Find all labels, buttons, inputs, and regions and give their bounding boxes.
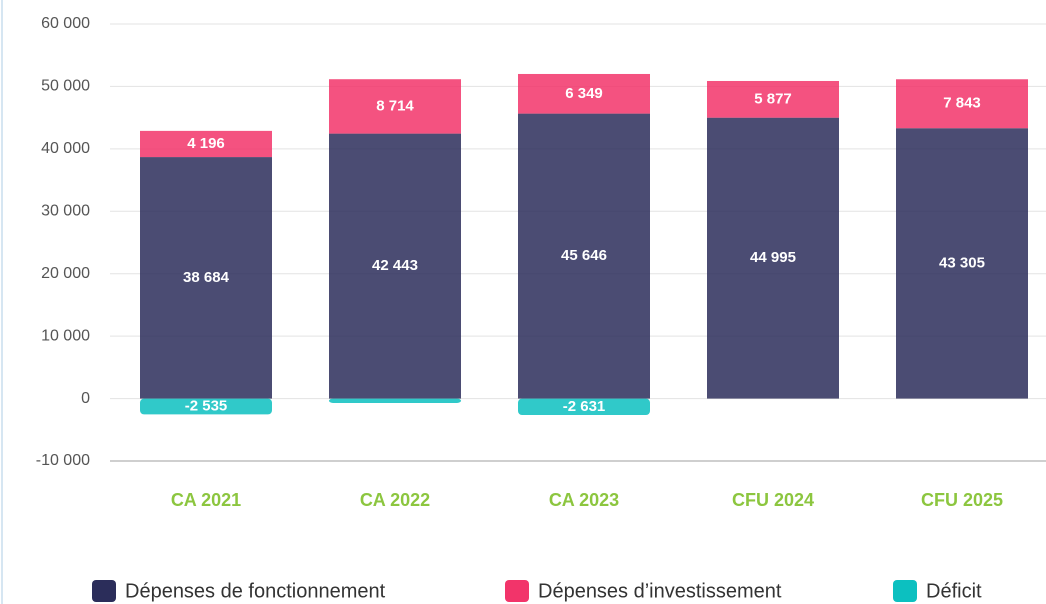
bar-segment xyxy=(140,157,272,399)
legend-swatch xyxy=(92,580,116,602)
legend-swatch xyxy=(505,580,529,602)
data-label: 5 877 xyxy=(754,90,792,107)
bar-segment xyxy=(329,79,461,134)
y-tick-label: 0 xyxy=(81,390,90,407)
y-tick-label: 60 000 xyxy=(41,15,90,32)
bar-segment xyxy=(329,398,461,403)
data-label: 45 646 xyxy=(561,247,607,264)
bar-segment xyxy=(518,113,650,399)
data-label: 8 714 xyxy=(376,97,414,114)
data-label: 4 196 xyxy=(187,135,225,152)
y-tick-label: 50 000 xyxy=(41,78,90,95)
data-label: 43 305 xyxy=(939,254,985,271)
data-label: 7 843 xyxy=(943,95,981,112)
y-tick-label: 30 000 xyxy=(41,203,90,220)
bar-segment xyxy=(896,128,1028,399)
x-tick-label: CA 2023 xyxy=(549,490,619,510)
data-label: 44 995 xyxy=(750,249,796,266)
bar-segment xyxy=(707,80,839,118)
bar-segment xyxy=(518,73,650,114)
bar-segment xyxy=(140,398,272,415)
data-label: 6 349 xyxy=(565,85,603,102)
x-tick-label: CA 2022 xyxy=(360,490,430,510)
y-tick-label: 10 000 xyxy=(41,327,90,344)
bar-segment xyxy=(140,130,272,158)
legend-swatch xyxy=(893,580,917,602)
bar-segment xyxy=(707,117,839,399)
legend-label: Déficit xyxy=(926,580,982,602)
legend-label: Dépenses d’investissement xyxy=(538,580,782,602)
data-label: -2 535 xyxy=(185,397,228,414)
x-tick-label: CFU 2025 xyxy=(921,490,1003,510)
y-tick-label: 40 000 xyxy=(41,140,90,157)
bar-segment xyxy=(518,398,650,415)
bar-segment xyxy=(896,79,1028,129)
bar-segment xyxy=(329,133,461,399)
x-tick-label: CFU 2024 xyxy=(732,490,814,510)
x-tick-label: CA 2021 xyxy=(171,490,241,510)
data-label: -2 631 xyxy=(563,398,606,415)
y-tick-label: -10 000 xyxy=(36,452,90,469)
data-label: 38 684 xyxy=(183,269,230,286)
data-label: 42 443 xyxy=(372,257,418,274)
y-tick-label: 20 000 xyxy=(41,265,90,282)
legend-label: Dépenses de fonctionnement xyxy=(125,580,386,602)
